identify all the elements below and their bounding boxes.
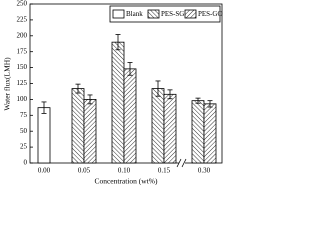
chart: Concentration (wt%) Water flux(LMH) 0 25 5… bbox=[3, 0, 223, 186]
legend-label: PES-GO bbox=[198, 10, 223, 18]
y-tick-label: 25 bbox=[20, 143, 28, 151]
x-axis-label: Concentration (wt%) bbox=[94, 177, 158, 186]
legend-swatch bbox=[147, 9, 160, 19]
y-tick-label: 225 bbox=[17, 16, 28, 24]
legend-swatch bbox=[184, 9, 197, 19]
x-tick-label: 0.10 bbox=[118, 167, 131, 175]
x-tick-label: 0.30 bbox=[198, 167, 211, 175]
legend-frame bbox=[109, 5, 221, 23]
legend-label: PES-SG bbox=[161, 10, 184, 18]
y-tick-label: 0 bbox=[24, 159, 28, 167]
bar bbox=[37, 107, 51, 164]
y-tick-label: 50 bbox=[20, 127, 28, 135]
y-tick-label: 100 bbox=[17, 95, 28, 103]
bar bbox=[163, 93, 177, 164]
y-axis-label: Water flux(LMH) bbox=[3, 57, 12, 111]
legend-swatch bbox=[112, 9, 125, 19]
bar bbox=[71, 88, 85, 164]
x-tick-label: 0.00 bbox=[38, 167, 51, 175]
bar bbox=[151, 88, 165, 164]
y-tick-label: 125 bbox=[17, 79, 28, 87]
page: {"chart_data": {"type": "bar", "xlabel":… bbox=[2, 0, 223, 186]
bar bbox=[111, 41, 125, 164]
y-tick-label: 150 bbox=[17, 63, 28, 71]
bar bbox=[203, 103, 217, 164]
legend-label: Blank bbox=[126, 10, 143, 18]
x-tick-label: 0.15 bbox=[158, 167, 171, 175]
bar bbox=[191, 100, 205, 164]
bar bbox=[83, 99, 97, 164]
y-tick-label: 175 bbox=[17, 47, 28, 55]
y-tick-label: 200 bbox=[17, 31, 28, 39]
y-tick-label: 250 bbox=[17, 0, 28, 8]
x-tick-label: 0.05 bbox=[78, 167, 91, 175]
y-tick-label: 75 bbox=[20, 111, 28, 119]
axis-break bbox=[176, 158, 187, 168]
bar bbox=[123, 68, 137, 164]
